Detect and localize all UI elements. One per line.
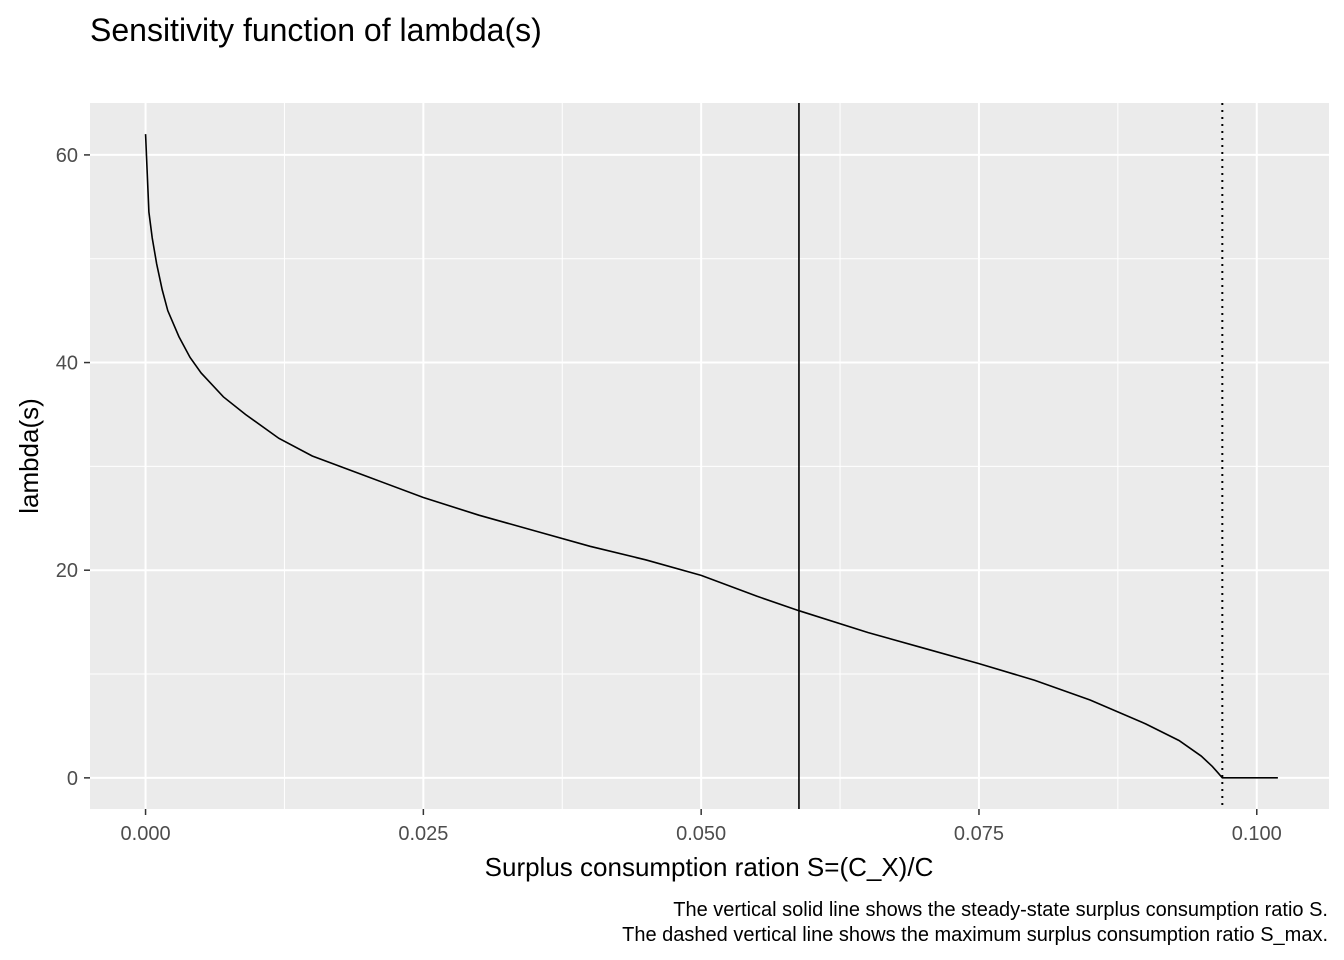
y-axis: 0 20 40 60 — [56, 145, 90, 790]
y-axis-title: lambda(s) — [14, 398, 44, 514]
x-tick-label: 0.000 — [121, 823, 171, 845]
caption-steady-state: The vertical solid line shows the steady… — [673, 899, 1328, 921]
x-tick-label: 0.075 — [954, 823, 1004, 845]
chart-title: Sensitivity function of lambda(s) — [90, 12, 542, 48]
x-tick-label: 0.025 — [398, 823, 448, 845]
y-tick-label: 0 — [67, 768, 78, 790]
x-tick-label: 0.100 — [1232, 823, 1282, 845]
grid-minor — [90, 103, 1329, 809]
plot-panel — [90, 103, 1329, 809]
grid-major — [90, 103, 1329, 809]
x-axis: 0.000 0.025 0.050 0.075 0.100 — [121, 809, 1282, 845]
lambda-line — [144, 134, 1278, 779]
x-axis-title: Surplus consumption ration S=(C_X)/C — [485, 852, 934, 882]
y-tick-label: 40 — [56, 353, 78, 375]
caption-max-s: The dashed vertical line shows the maxim… — [622, 924, 1328, 946]
y-tick-label: 60 — [56, 145, 78, 167]
x-tick-label: 0.050 — [676, 823, 726, 845]
y-tick-label: 20 — [56, 560, 78, 582]
